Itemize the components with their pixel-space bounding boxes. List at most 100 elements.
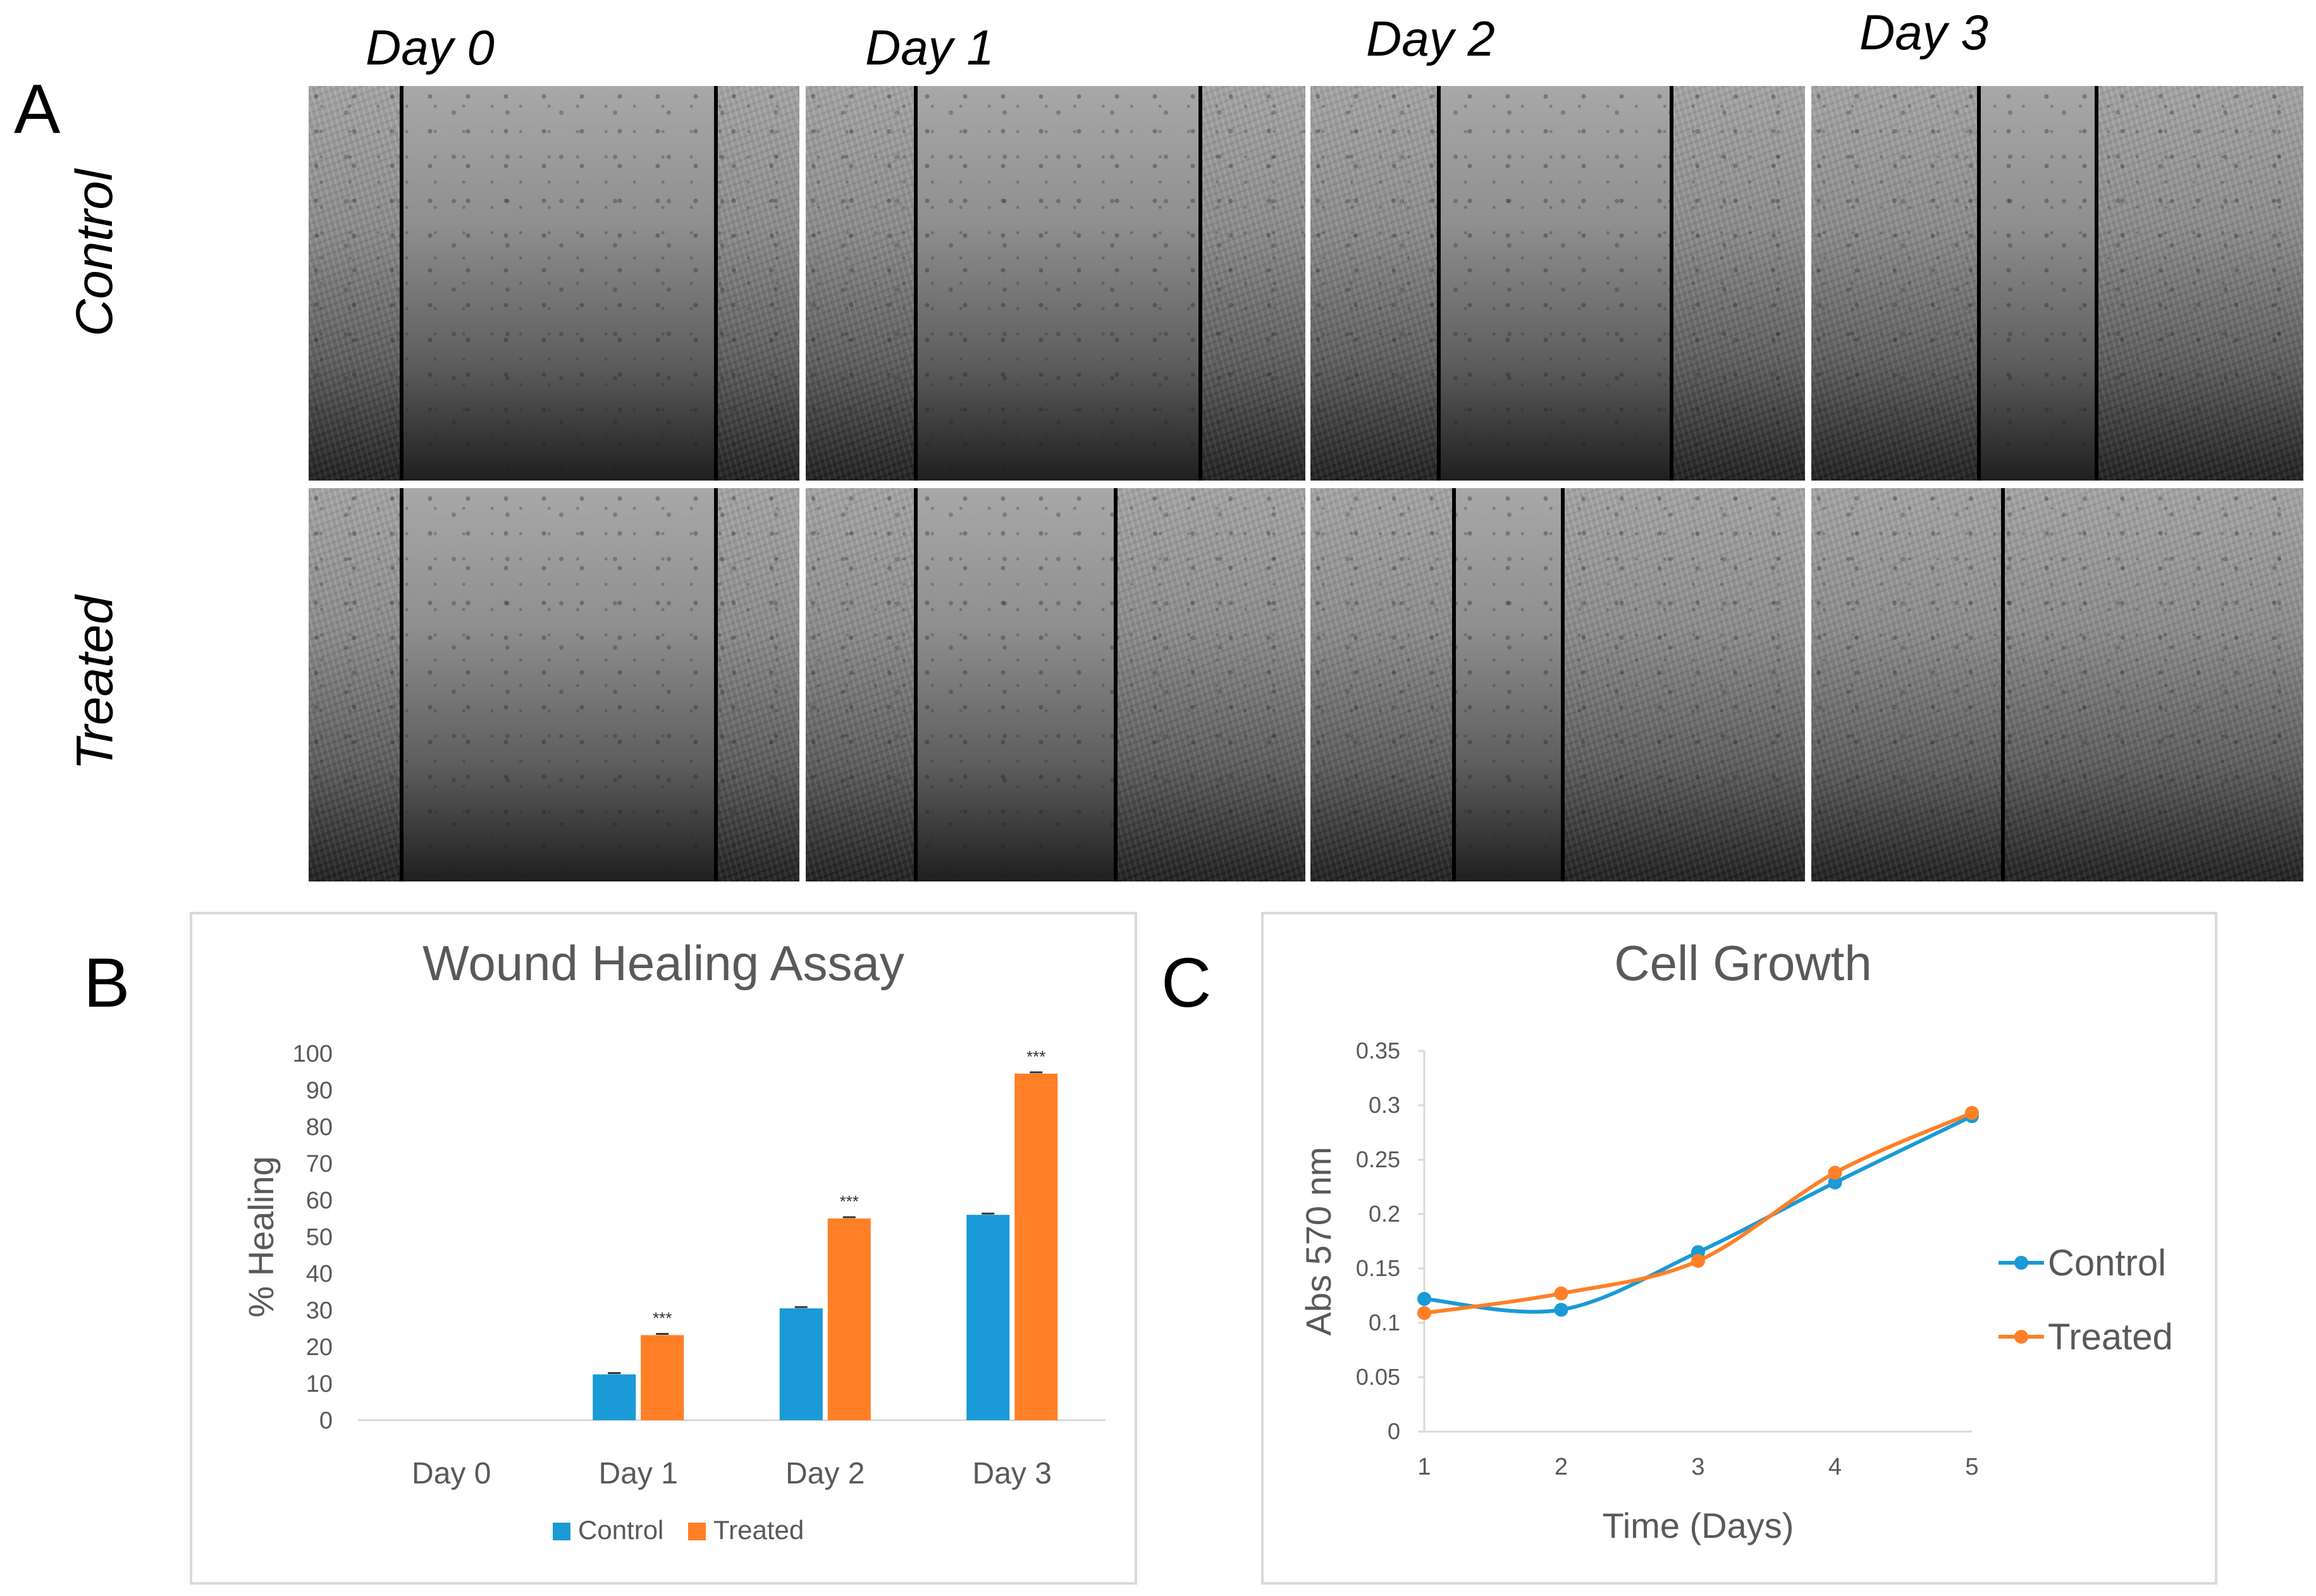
cell-layer-right	[1200, 86, 1305, 481]
row-label-control-wrap: Control	[0, 158, 190, 348]
cell-layer-right	[716, 86, 799, 481]
x-tick-label: 5	[1965, 1454, 1978, 1480]
cell-growth-svg: Cell Growth Abs 570 nm Time (Days) 0 0.05 0.1…	[1298, 935, 2173, 1545]
cell-layer-right	[2003, 488, 2303, 881]
day-label-3: Day 3	[1859, 4, 1988, 60]
panel-c-label: C	[1161, 944, 1212, 1022]
legend-marker-treated	[2014, 1330, 2028, 1344]
cell-layer-left	[1310, 488, 1454, 881]
y-tick-label: 0	[319, 1408, 333, 1434]
wound-edge-line-0	[400, 488, 404, 881]
data-point-treated	[1417, 1306, 1431, 1320]
cell-layer-right	[1115, 488, 1305, 881]
wound-edge-line-0	[2001, 488, 2005, 881]
y-tick-label: 100	[293, 1041, 333, 1067]
y-axis-label: % Healing	[241, 1156, 281, 1317]
wound-edge-line-0	[1437, 86, 1441, 481]
y-tick-label: 10	[306, 1371, 333, 1397]
day-label-2: Day 2	[1366, 11, 1495, 66]
micrograph-treated-day-0	[309, 488, 799, 881]
y-tick-label: 80	[306, 1114, 333, 1141]
series-line-treated	[1424, 1111, 1973, 1315]
cell-layer-left	[309, 488, 402, 881]
cell-layer-left	[806, 86, 916, 481]
row-label-treated-wrap: Treated	[0, 588, 190, 778]
wound-edge-line-1	[1113, 488, 1118, 881]
legend-label-control: Control	[578, 1515, 663, 1545]
cell-layer-left	[1310, 86, 1439, 481]
wound-edge-line-1	[714, 86, 718, 481]
x-tick-label: 1	[1417, 1454, 1431, 1480]
panel-b-label: B	[83, 944, 130, 1022]
cell-layer-left	[309, 86, 402, 481]
bar-control	[966, 1215, 1010, 1420]
y-tick-label: 0.15	[1356, 1255, 1400, 1281]
wound-edge-line-0	[1976, 86, 1981, 481]
day-label-1: Day 1	[865, 20, 994, 75]
chart-title: Wound Healing Assay	[422, 935, 904, 991]
data-point-treated	[1828, 1165, 1842, 1180]
wound-edge-line-0	[913, 86, 918, 481]
wound-edge-line-1	[1198, 86, 1203, 481]
legend-marker-control	[2014, 1256, 2028, 1270]
cell-layer-right	[1671, 86, 1805, 481]
wound-edge-line-1	[714, 488, 718, 881]
y-tick-label: 50	[306, 1224, 333, 1251]
day-label-0: Day 0	[366, 20, 495, 75]
row-label-treated: Treated	[65, 595, 123, 771]
data-point-treated	[1554, 1286, 1568, 1301]
bar-treated	[641, 1335, 684, 1420]
micrograph-control-day-1	[806, 86, 1305, 481]
cell-layer-right	[2097, 86, 2303, 481]
y-tick-label: 0.05	[1356, 1364, 1400, 1390]
data-point-control	[1417, 1292, 1431, 1306]
legend-label-control: Control	[2048, 1243, 2166, 1284]
significance-marker: ***	[1026, 1047, 1045, 1066]
cell-layer-left	[806, 488, 916, 881]
bar-control	[779, 1308, 823, 1420]
micrograph-control-day-3	[1811, 86, 2303, 481]
x-tick-label: Day 3	[973, 1457, 1052, 1490]
legend-label-treated: Treated	[2048, 1317, 2173, 1358]
data-point-control	[1828, 1176, 1842, 1190]
cell-layer-left	[1811, 488, 2004, 881]
x-tick-label: Day 0	[412, 1457, 491, 1490]
data-point-treated	[1691, 1253, 1705, 1268]
y-tick-label: 0.1	[1369, 1310, 1400, 1335]
bar-treated	[827, 1218, 871, 1420]
wound-healing-svg: Wound Healing Assay % Healing 0 10 20 30 40 50 6…	[241, 935, 1106, 1545]
significance-marker: ***	[840, 1192, 859, 1211]
bar-treated	[1014, 1073, 1058, 1420]
x-tick-label: 2	[1555, 1454, 1568, 1480]
micrograph-control-day-2	[1310, 86, 1805, 481]
legend-swatch-treated	[688, 1523, 706, 1540]
y-tick-label: 70	[306, 1151, 333, 1177]
y-tick-label: 0.35	[1356, 1038, 1400, 1064]
panel-a-label: A	[14, 70, 61, 148]
wound-healing-chart: Wound Healing Assay % Healing 0 10 20 30 40 50 6…	[190, 912, 1137, 1585]
significance-marker: ***	[653, 1308, 672, 1327]
wound-edge-line-1	[1669, 86, 1673, 481]
cell-growth-chart: Cell Growth Abs 570 nm Time (Days) 0 0.05 0.1…	[1261, 912, 2217, 1585]
y-tick-label: 0	[1388, 1418, 1400, 1444]
y-tick-label: 90	[306, 1077, 333, 1104]
bar-control	[593, 1374, 636, 1420]
micrograph-treated-day-3	[1811, 488, 2303, 881]
y-tick-label: 60	[306, 1188, 333, 1214]
micrograph-treated-day-1	[806, 488, 1305, 881]
y-tick-label: 20	[306, 1334, 333, 1361]
y-axis-label: Abs 570 nm	[1298, 1147, 1338, 1336]
cell-layer-right	[1562, 488, 1805, 881]
row-label-control: Control	[66, 169, 123, 337]
y-tick-label: 0.25	[1356, 1146, 1400, 1172]
x-axis-label: Time (Days)	[1603, 1506, 1794, 1545]
x-tick-label: Day 1	[599, 1457, 678, 1490]
wound-edge-line-0	[1451, 488, 1456, 881]
micrograph-treated-day-2	[1310, 488, 1805, 881]
y-tick-label: 30	[306, 1298, 333, 1324]
y-tick-label: 0.3	[1369, 1092, 1400, 1118]
wound-edge-line-0	[913, 488, 918, 881]
data-point-treated	[1965, 1106, 1979, 1120]
wound-edge-line-1	[1560, 488, 1565, 881]
y-tick-label: 0.2	[1369, 1201, 1400, 1227]
